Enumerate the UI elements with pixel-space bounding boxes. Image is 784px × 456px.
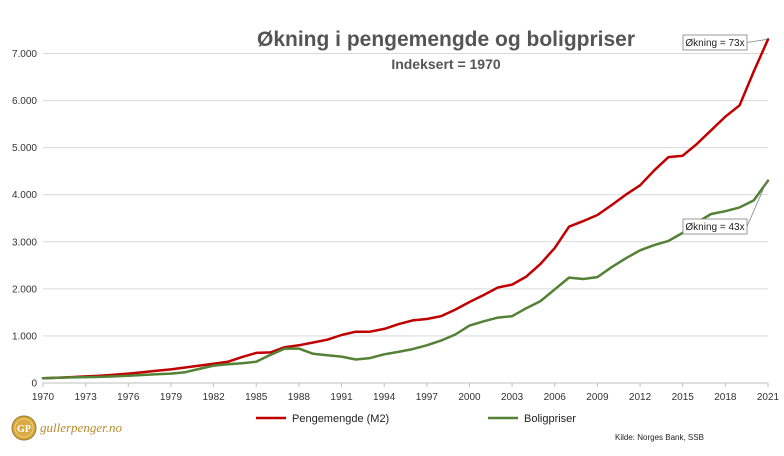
callout-text: Økning = 43x <box>685 222 744 233</box>
logo-coin-icon <box>11 415 37 441</box>
y-tick-label: 3.000 <box>12 237 37 248</box>
grid-lines <box>42 53 769 387</box>
source-note: Kilde: Norges Bank, SSB <box>615 433 704 442</box>
series-line-1 <box>41 179 770 380</box>
x-tick-label: 2000 <box>458 392 481 403</box>
x-axis-ticks: 1970 1973 1976 1979 1982 1985 1988 1991 1994 1997… <box>32 392 780 403</box>
y-tick-label: 6.000 <box>12 96 37 107</box>
series-lines <box>41 38 770 380</box>
chart-title: Økning i pengemengde og boligpriser <box>257 28 635 51</box>
x-tick-label: 2006 <box>544 392 567 403</box>
x-tick-label: 1997 <box>416 392 439 403</box>
x-tick-label: 2009 <box>586 392 609 403</box>
x-tick-label: 2015 <box>672 392 695 403</box>
callout-leader <box>746 39 768 43</box>
callout-box <box>682 34 748 51</box>
logo: GP gullerpenger.no <box>11 415 122 441</box>
y-tick-label: 4.000 <box>12 190 37 201</box>
chart-subtitle: Indeksert = 1970 <box>391 56 501 72</box>
callouts: Økning = 73x Økning = 43x <box>682 34 768 235</box>
x-tick-label: 1979 <box>160 392 183 403</box>
logo-coin-ring <box>14 418 34 438</box>
y-axis-ticks: 0 1.000 2.000 3.000 4.000 5.000 6.000 7.000 <box>12 49 37 389</box>
x-tick-label: 2012 <box>629 392 652 403</box>
x-tick-label: 1970 <box>32 392 55 403</box>
x-tick-label: 2021 <box>757 392 780 403</box>
logo-text: gullerpenger.no <box>40 420 122 435</box>
y-tick-label: 1.000 <box>12 331 37 342</box>
y-tick-label: 7.000 <box>12 49 37 60</box>
x-tick-label: 2018 <box>714 392 737 403</box>
series-line-0 <box>41 38 770 380</box>
x-tick-label: 1985 <box>245 392 268 403</box>
y-tick-label: 2.000 <box>12 284 37 295</box>
y-tick-label: 5.000 <box>12 143 37 154</box>
callout-box <box>682 218 748 235</box>
y-tick-label: 0 <box>31 379 37 390</box>
x-tick-label: 2003 <box>501 392 524 403</box>
logo-mark: GP <box>17 424 31 435</box>
legend-label-boligpriser: Boligpriser <box>524 413 576 425</box>
callout-text: Økning = 73x <box>685 38 744 49</box>
x-tick-label: 1991 <box>330 392 353 403</box>
x-tick-label: 1988 <box>288 392 311 403</box>
legend: Pengemengde (M2) Boligpriser <box>256 413 576 425</box>
callout-leader <box>746 180 768 227</box>
legend-label-m2: Pengemengde (M2) <box>292 413 389 425</box>
x-tick-label: 1994 <box>373 392 396 403</box>
x-tick-label: 1976 <box>117 392 140 403</box>
x-tick-label: 1982 <box>202 392 225 403</box>
x-tick-label: 1973 <box>75 392 98 403</box>
